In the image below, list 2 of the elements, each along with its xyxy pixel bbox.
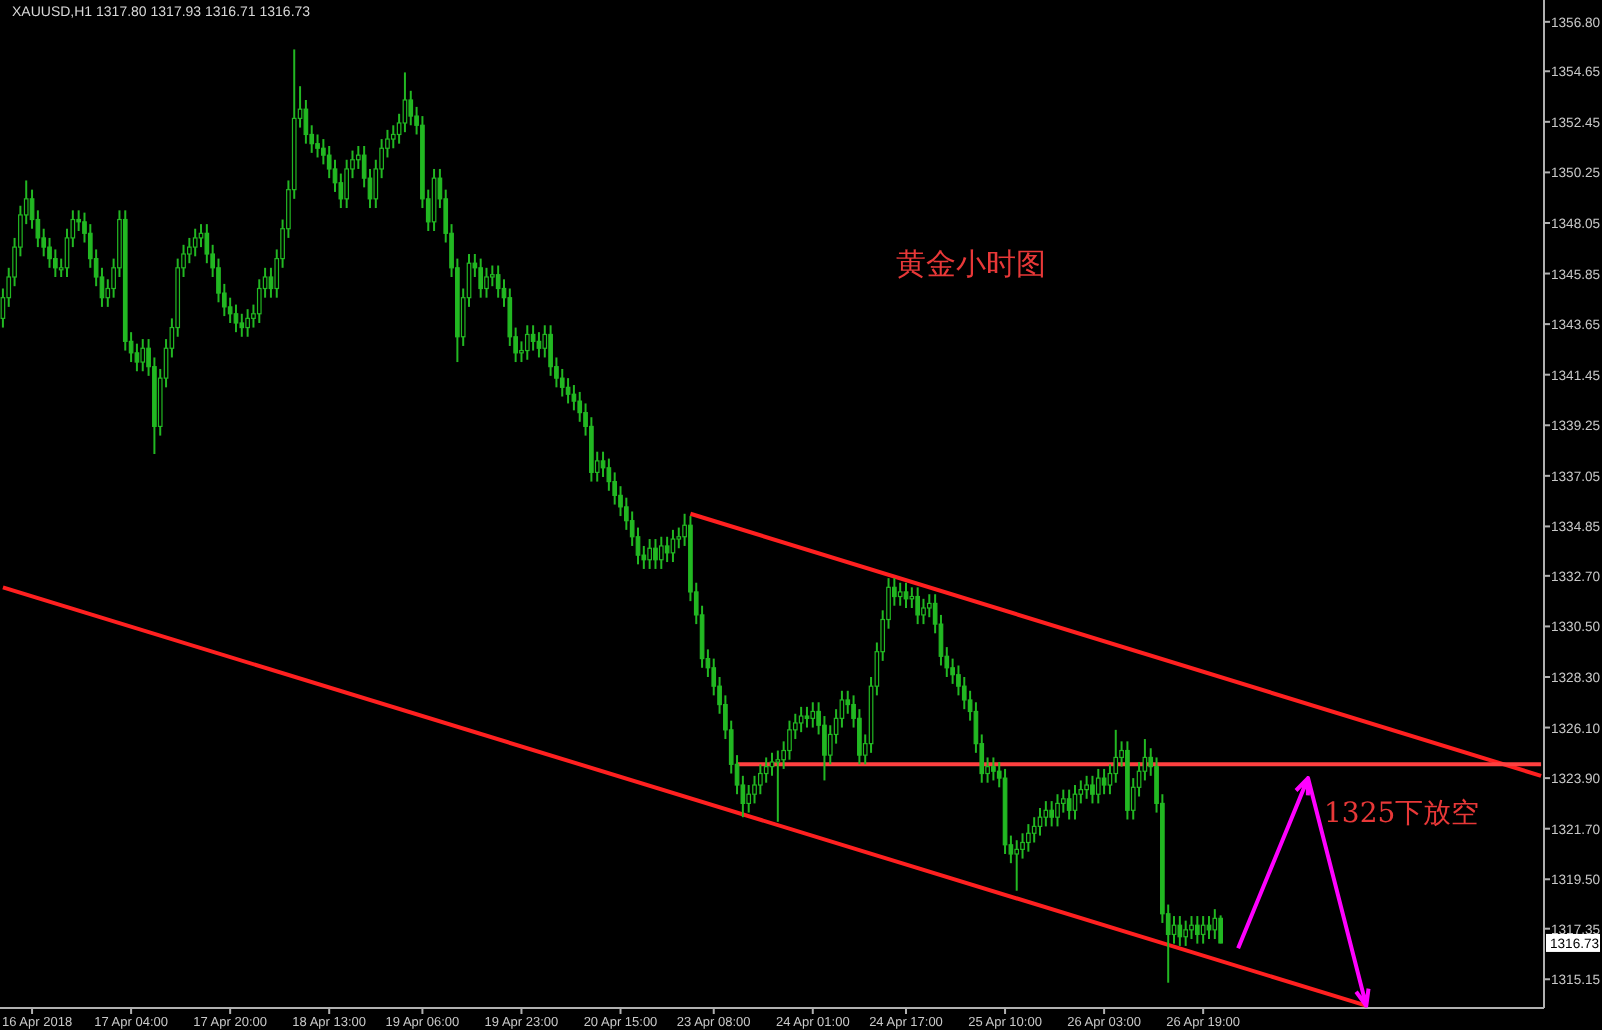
annotation: 黄金小时图 [896,246,1046,282]
annotation: 1325下放空 [1324,798,1480,830]
